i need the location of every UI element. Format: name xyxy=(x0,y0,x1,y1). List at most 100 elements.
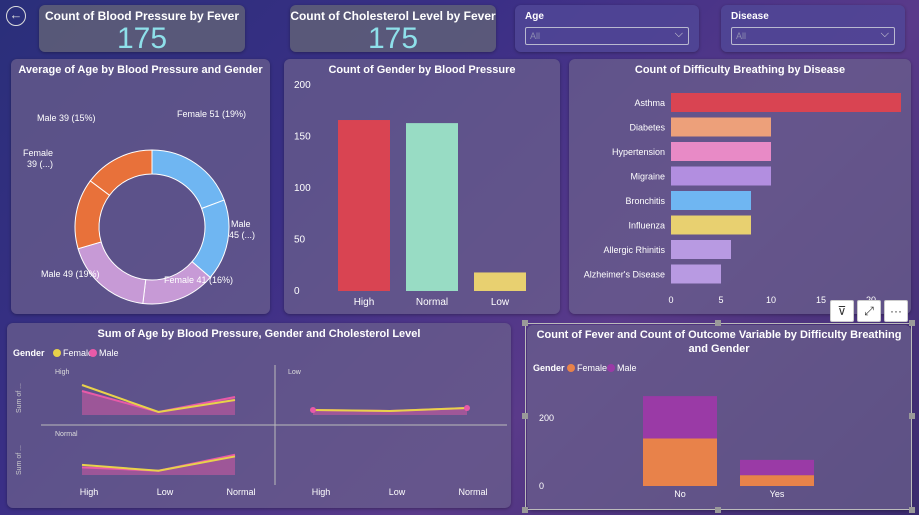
age-line-chart: Gender Female Male High Normal Low Sum of ... S… xyxy=(13,348,507,497)
slice-label: Female 51 (19%) xyxy=(177,109,246,119)
fever-stacked-chart-panel[interactable]: Count of Fever and Count of Outcome Vari… xyxy=(527,325,911,510)
chart-title: Count of Gender by Blood Pressure xyxy=(328,64,516,76)
slicer-disease: Disease All ⌵ xyxy=(721,5,905,52)
y-tick-label: Bronchitis xyxy=(625,196,665,206)
donut-slice xyxy=(191,199,230,279)
kpi-title: Count of Cholesterol Level by Fever xyxy=(290,9,496,23)
x-tick-label: Normal xyxy=(458,487,487,497)
resize-handle[interactable] xyxy=(715,320,721,326)
donut-slice xyxy=(151,149,225,210)
x-tick-label: Normal xyxy=(416,297,448,308)
stacked-bar-segment xyxy=(740,459,814,476)
y-tick-label: Allergic Rhinitis xyxy=(603,245,665,255)
x-tick-label: Low xyxy=(491,297,510,308)
resize-handle[interactable] xyxy=(522,507,528,513)
legend-title: Gender xyxy=(533,363,565,373)
bar xyxy=(671,166,771,186)
bar xyxy=(406,123,458,291)
chevron-down-icon: ⌵ xyxy=(880,28,889,40)
kpi-value: 175 xyxy=(367,22,419,55)
bar xyxy=(671,93,901,112)
chart-title: Count of Difficulty Breathing by Disease xyxy=(634,64,846,76)
y-tick-label: Asthma xyxy=(634,98,665,108)
row-label: Normal xyxy=(55,431,78,438)
y-tick-label: 200 xyxy=(539,413,554,423)
resize-handle[interactable] xyxy=(909,413,915,419)
x-tick-label: Normal xyxy=(226,487,255,497)
x-tick-label: Low xyxy=(157,487,174,497)
disease-bar-chart-panel[interactable]: Count of Difficulty Breathing by Disease… xyxy=(569,59,911,314)
kpi-card-cholesterol: Count of Cholesterol Level by Fever 175 xyxy=(290,5,496,55)
legend-label: Male xyxy=(617,363,637,373)
age-line-chart-panel[interactable]: Sum of Age by Blood Pressure, Gender and… xyxy=(7,323,511,508)
bp-bar-chart-panel[interactable]: Count of Gender by Blood Pressure 0 50 100… xyxy=(284,59,560,314)
y-axis-label: Sum of ... xyxy=(16,445,23,475)
slice-label: Female 41 (16%) xyxy=(164,275,233,285)
resize-handle[interactable] xyxy=(909,320,915,326)
kpi-card-blood-pressure: Count of Blood Pressure by Fever 175 xyxy=(39,5,245,54)
disease-dropdown[interactable]: All ⌵ xyxy=(731,27,895,45)
resize-handle[interactable] xyxy=(522,320,528,326)
bar xyxy=(338,120,390,291)
x-tick-label: 15 xyxy=(816,295,826,305)
column-label: Low xyxy=(288,369,302,376)
chart-title: Sum of Age by Blood Pressure, Gender and… xyxy=(97,328,421,340)
more-options-icon[interactable]: ··· xyxy=(884,300,908,322)
y-tick-label: 0 xyxy=(539,481,544,491)
fever-stacked-chart: Gender Female Male 0 200 No Yes xyxy=(533,363,814,499)
chevron-down-icon: ⌵ xyxy=(674,28,683,40)
y-tick-label: Alzheimer's Disease xyxy=(584,270,665,280)
x-tick-label: 0 xyxy=(668,295,673,305)
resize-handle[interactable] xyxy=(522,413,528,419)
stacked-bar-segment xyxy=(643,396,717,439)
slice-label: 39 (...) xyxy=(27,159,53,169)
y-tick-label: 50 xyxy=(294,235,306,246)
legend-marker xyxy=(567,364,575,372)
x-tick-label: Low xyxy=(389,487,406,497)
x-tick-label: 5 xyxy=(718,295,723,305)
disease-bar-chart: Asthma Diabetes Hypertension Migraine Bronch… xyxy=(584,93,901,305)
bar xyxy=(671,142,771,161)
dropdown-value: All xyxy=(530,31,541,41)
chart-title: Average of Age by Blood Pressure and Gen… xyxy=(18,64,263,76)
resize-handle[interactable] xyxy=(909,507,915,513)
visual-selection-frame xyxy=(525,323,912,510)
bar xyxy=(671,215,751,235)
y-tick-label: 200 xyxy=(294,80,311,91)
legend-marker xyxy=(89,349,97,357)
bar xyxy=(474,272,526,291)
legend-label: Female xyxy=(63,348,93,358)
y-tick-label: Migraine xyxy=(630,172,665,182)
y-tick-label: 100 xyxy=(294,183,311,194)
bar xyxy=(671,191,751,210)
x-tick-label: High xyxy=(312,487,331,497)
bar xyxy=(671,117,771,137)
slice-label: Male 49 (19%) xyxy=(41,269,100,279)
data-point xyxy=(310,407,316,413)
legend-label: Female xyxy=(577,363,607,373)
donut-chart-panel[interactable]: Average of Age by Blood Pressure and Gen… xyxy=(11,59,270,314)
line-series-female xyxy=(312,407,468,413)
area-series xyxy=(82,391,235,415)
data-point xyxy=(464,405,470,411)
y-tick-label: Influenza xyxy=(628,221,665,231)
back-arrow-icon[interactable]: ← xyxy=(6,6,26,26)
focus-mode-icon[interactable]: ⤢ xyxy=(857,300,881,322)
kpi-title: Count of Blood Pressure by Fever xyxy=(44,9,240,23)
age-dropdown[interactable]: All ⌵ xyxy=(525,27,689,45)
y-axis-label: Sum of ... xyxy=(16,383,23,413)
x-tick-label: High xyxy=(354,297,375,308)
resize-handle[interactable] xyxy=(715,507,721,513)
area-series xyxy=(82,454,235,475)
y-tick-label: Diabetes xyxy=(629,123,665,133)
chart-title: Count of Fever and Count of Outcome Vari… xyxy=(536,329,902,355)
y-tick-label: 0 xyxy=(294,286,300,297)
legend-marker xyxy=(53,349,61,357)
row-label: High xyxy=(55,369,70,376)
slice-label: Male xyxy=(231,219,251,229)
filter-icon[interactable]: ⊽ xyxy=(830,300,854,322)
bar xyxy=(671,264,721,284)
x-tick-label: Yes xyxy=(770,489,785,499)
stacked-bar-segment xyxy=(643,438,717,486)
